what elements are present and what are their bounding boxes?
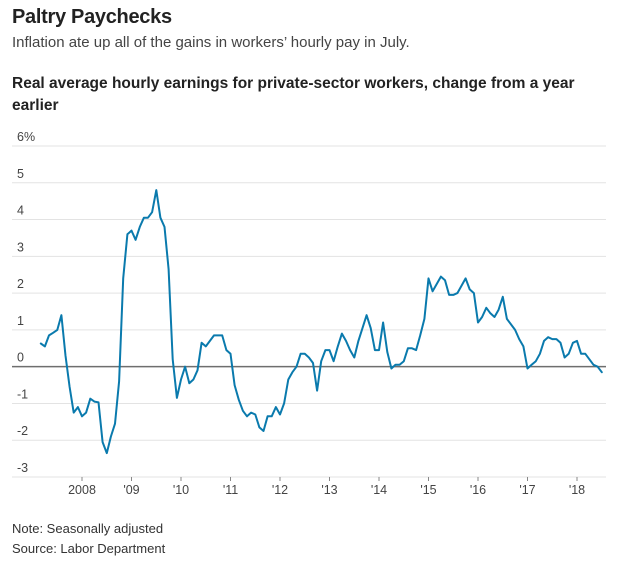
y-tick-label: 3 [17, 240, 24, 254]
y-tick-label: -2 [17, 424, 28, 438]
series-line [39, 189, 603, 455]
y-tick-label: 2 [17, 277, 24, 291]
x-tick-label: '17 [519, 483, 535, 497]
chart-headline: Paltry Paychecks [12, 6, 172, 28]
x-tick-label: '10 [173, 483, 189, 497]
x-tick-label: '16 [470, 483, 486, 497]
y-tick-label: 5 [17, 167, 24, 181]
y-tick-label: -3 [17, 461, 28, 475]
x-tick-label: 2008 [68, 483, 96, 497]
y-tick-label: 1 [17, 314, 24, 328]
chart-subtitle: Inflation ate up all of the gains in wor… [12, 34, 410, 51]
x-tick-label: '11 [223, 483, 238, 497]
x-tick-label: '09 [123, 483, 139, 497]
series-lines [39, 189, 603, 455]
x-tick-label: '14 [371, 483, 387, 497]
x-tick-label: '18 [569, 483, 585, 497]
chart-notes: Note: Seasonally adjusted Source: Labor … [12, 519, 165, 559]
source-text: Source: Labor Department [12, 541, 166, 556]
chart-title: Real average hourly earnings for private… [12, 75, 575, 114]
y-tick-label: 4 [17, 204, 24, 218]
y-axis-labels: 6% 5 4 3 2 1 0 -1 -2 -3 [17, 130, 35, 475]
gridlines [12, 145, 606, 478]
note-text: Note: Seasonally adjusted [12, 521, 164, 536]
x-tick-label: '13 [321, 483, 337, 497]
x-tick-label: '15 [420, 483, 436, 497]
y-tick-label: 0 [17, 351, 24, 365]
x-tick-label: '12 [272, 483, 288, 497]
y-tick-label: 6% [17, 130, 35, 144]
x-axis-labels: 2008 '09 '10 '11 '12 '13 '14 '15 '16 '17 '18 [68, 477, 585, 497]
y-tick-label: -1 [17, 387, 28, 401]
